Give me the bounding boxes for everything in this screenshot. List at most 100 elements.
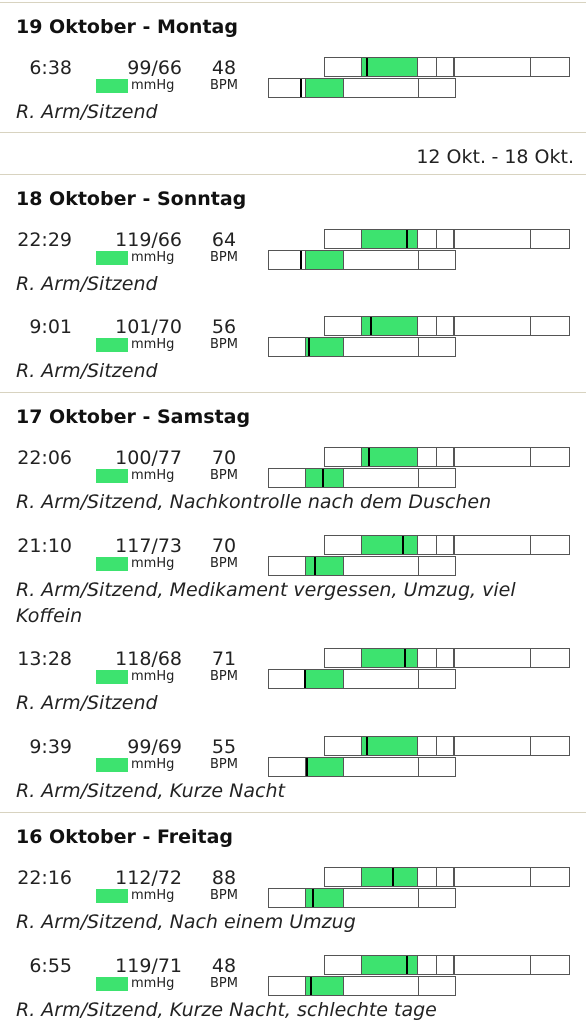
diastolic-scale: [268, 757, 570, 777]
diastolic-marker: [312, 889, 314, 907]
pulse-value: 88: [211, 867, 237, 889]
systolic-scale: [268, 648, 570, 668]
measurement-entry[interactable]: 13:28 118/68 mmHg 71 BPM R. Arm/Sitzend: [0, 648, 586, 728]
measurement-time: 22:06: [17, 447, 72, 469]
measurement-time: 22:29: [17, 229, 72, 251]
bp-range-gauge: [268, 229, 570, 271]
bp-unit-label: mmHg: [131, 757, 175, 772]
pulse-value: 48: [211, 57, 237, 79]
bp-range-gauge: [268, 447, 570, 489]
bp-unit-label: mmHg: [131, 976, 175, 991]
measurement-time: 6:55: [29, 955, 72, 977]
measurement-note: R. Arm/Sitzend, Medikament vergessen, Um…: [16, 579, 516, 627]
pulse-value: 56: [211, 316, 237, 338]
divider: [0, 132, 586, 133]
measurement-time: 6:38: [29, 57, 72, 79]
normal-zone-swatch: [96, 977, 128, 991]
bp-unit-label: mmHg: [131, 250, 175, 265]
diastolic-marker: [304, 670, 306, 688]
bp-range-gauge: [268, 57, 570, 99]
measurement-time: 9:39: [29, 736, 72, 758]
pulse-value: 64: [211, 229, 237, 251]
week-range-end: - 18 Okt.: [491, 146, 574, 168]
systolic-marker: [402, 536, 404, 554]
normal-zone-swatch: [96, 469, 128, 483]
blood-pressure-value: 118/68: [115, 648, 182, 670]
measurement-entry[interactable]: 9:01 101/70 mmHg 56 BPM R. Arm/Sitzend: [0, 316, 586, 396]
measurement-time: 22:16: [17, 867, 72, 889]
bp-unit-label: mmHg: [131, 468, 175, 483]
systolic-marker: [366, 58, 368, 76]
divider: [0, 174, 586, 175]
pulse-value: 70: [211, 535, 237, 557]
measurement-entry[interactable]: 6:55 119/71 mmHg 48 BPM R. Arm/Sitzend, Kurze…: [0, 955, 586, 1035]
measurement-time: 21:10: [17, 535, 72, 557]
systolic-marker: [370, 317, 372, 335]
measurement-time: 13:28: [17, 648, 72, 670]
bp-range-gauge: [268, 955, 570, 997]
diastolic-marker: [322, 469, 324, 487]
normal-zone-swatch: [96, 670, 128, 684]
diastolic-scale: [268, 250, 570, 270]
systolic-marker: [368, 448, 370, 466]
diastolic-scale: [268, 976, 570, 996]
systolic-scale: [268, 447, 570, 467]
pulse-unit-label: BPM: [210, 976, 238, 991]
diastolic-marker: [306, 758, 308, 776]
measurement-note: R. Arm/Sitzend: [16, 360, 158, 382]
pulse-value: 71: [211, 648, 237, 670]
bp-range-gauge: [268, 736, 570, 778]
diastolic-marker: [314, 557, 316, 575]
normal-zone-swatch: [96, 79, 128, 93]
measurement-note: R. Arm/Sitzend, Nachkontrolle nach dem D…: [16, 491, 492, 513]
systolic-scale: [268, 955, 570, 975]
systolic-marker: [406, 230, 408, 248]
day-header-freitag: 16 Oktober - Freitag: [16, 826, 233, 848]
measurement-note: R. Arm/Sitzend, Kurze Nacht: [16, 780, 285, 802]
measurement-note: R. Arm/Sitzend, Nach einem Umzug: [16, 911, 356, 933]
pulse-value: 55: [211, 736, 237, 758]
blood-pressure-value: 99/66: [127, 57, 182, 79]
bp-unit-label: mmHg: [131, 888, 175, 903]
bp-range-gauge: [268, 535, 570, 577]
measurement-entry[interactable]: 22:16 112/72 mmHg 88 BPM R. Arm/Sitzend, Nach…: [0, 867, 586, 947]
diastolic-scale: [268, 669, 570, 689]
pulse-value: 48: [211, 955, 237, 977]
blood-pressure-value: 117/73: [115, 535, 182, 557]
systolic-marker: [392, 868, 394, 886]
pulse-unit-label: BPM: [210, 888, 238, 903]
blood-pressure-value: 101/70: [115, 316, 182, 338]
diastolic-marker: [310, 977, 312, 995]
week-range-start: 12 Okt.: [416, 146, 486, 168]
diastolic-marker: [300, 251, 302, 269]
pulse-unit-label: BPM: [210, 250, 238, 265]
measurement-note: R. Arm/Sitzend: [16, 101, 158, 123]
bp-range-gauge: [268, 867, 570, 909]
blood-pressure-value: 119/71: [115, 955, 182, 977]
diastolic-scale: [268, 888, 570, 908]
diastolic-marker: [308, 338, 310, 356]
bp-unit-label: mmHg: [131, 78, 175, 93]
bp-unit-label: mmHg: [131, 556, 175, 571]
pulse-value: 70: [211, 447, 237, 469]
divider: [0, 812, 586, 813]
systolic-scale: [268, 229, 570, 249]
measurement-entry[interactable]: 21:10 117/73 mmHg 70 BPM R. Arm/Sitzend, Medi…: [0, 535, 586, 627]
measurement-note: R. Arm/Sitzend, Kurze Nacht, schlechte t…: [16, 999, 437, 1021]
measurement-note: R. Arm/Sitzend: [16, 692, 158, 714]
measurement-entry[interactable]: 22:06 100/77 mmHg 70 BPM R. Arm/Sitzend, Nach…: [0, 447, 586, 527]
pulse-unit-label: BPM: [210, 468, 238, 483]
measurement-entry[interactable]: 6:38 99/66 mmHg 48 BPM R. Arm/Sitzend: [0, 57, 586, 137]
systolic-scale: [268, 316, 570, 336]
normal-zone-swatch: [96, 338, 128, 352]
diastolic-scale: [268, 468, 570, 488]
blood-pressure-value: 99/69: [127, 736, 182, 758]
measurement-entry[interactable]: 22:29 119/66 mmHg 64 BPM R. Arm/Sitzend: [0, 229, 586, 309]
blood-pressure-value: 100/77: [115, 447, 182, 469]
blood-pressure-value: 119/66: [115, 229, 182, 251]
systolic-scale: [268, 535, 570, 555]
blood-pressure-value: 112/72: [115, 867, 182, 889]
measurement-entry[interactable]: 9:39 99/69 mmHg 55 BPM R. Arm/Sitzend, Kurze …: [0, 736, 586, 816]
pulse-unit-label: BPM: [210, 669, 238, 684]
normal-zone-swatch: [96, 251, 128, 265]
